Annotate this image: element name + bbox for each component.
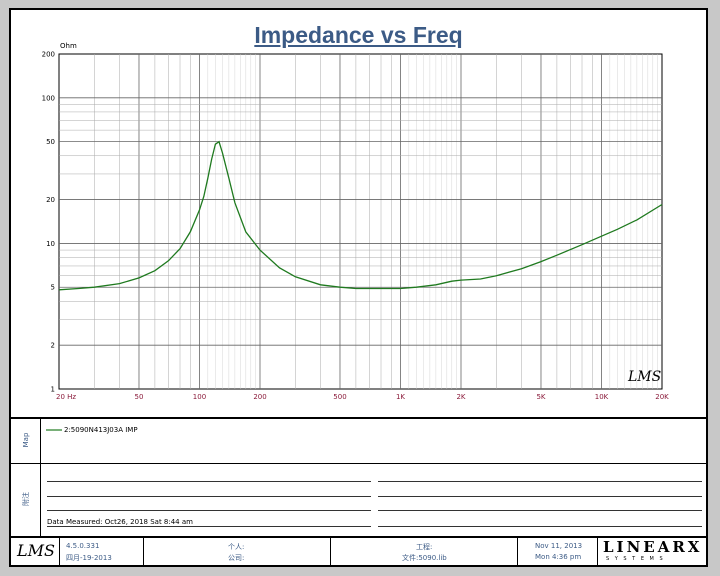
company-label: 公司: bbox=[228, 554, 245, 562]
plot-area bbox=[58, 53, 663, 390]
y-tick-label: 1 bbox=[51, 386, 55, 394]
x-tick-label: 5K bbox=[536, 393, 545, 401]
file-label: 文件:5090.lib bbox=[402, 554, 447, 562]
divider bbox=[517, 538, 518, 565]
note-line bbox=[47, 510, 371, 511]
y-tick-label: 10 bbox=[46, 240, 55, 248]
divider bbox=[40, 419, 41, 464]
x-tick-label: 10K bbox=[595, 393, 609, 401]
footer-time: Mon 4:36 pm bbox=[535, 553, 582, 561]
y-tick-label: 100 bbox=[42, 94, 55, 102]
divider bbox=[11, 463, 708, 464]
note-line bbox=[47, 496, 371, 497]
legend-swatch bbox=[46, 429, 62, 431]
date-measured: Data Measured: Oct26, 2018 Sat 8:44 am bbox=[47, 518, 193, 526]
notes-panel-label: 附注 bbox=[22, 492, 30, 506]
version: 4.5.0.331 bbox=[66, 542, 100, 550]
y-tick-label: 50 bbox=[46, 138, 55, 146]
divider bbox=[330, 538, 331, 565]
x-tick-label: 50 bbox=[135, 393, 144, 401]
y-unit-label: Ohm bbox=[60, 42, 77, 50]
note-line bbox=[378, 510, 702, 511]
version-date: 四月-19-2013 bbox=[66, 554, 112, 562]
x-tick-label: 20 Hz bbox=[56, 393, 76, 401]
note-line bbox=[47, 526, 371, 527]
y-tick-label: 5 bbox=[51, 284, 55, 292]
x-tick-label: 2K bbox=[456, 393, 465, 401]
chart-title: Impedance vs Freq bbox=[254, 22, 463, 48]
divider bbox=[40, 464, 41, 537]
legend-entry: 2:5090N413J03A IMP bbox=[64, 426, 138, 434]
x-tick-label: 1K bbox=[396, 393, 405, 401]
note-line bbox=[378, 526, 702, 527]
footer-date: Nov 11, 2013 bbox=[535, 542, 583, 550]
linearx-logo: LINEARX bbox=[603, 538, 703, 556]
y-tick-label: 2 bbox=[51, 342, 55, 350]
legend-panel-label: Map bbox=[22, 432, 30, 448]
divider bbox=[597, 538, 598, 565]
project-label: 工程: bbox=[416, 543, 433, 551]
lms-watermark: LMS bbox=[627, 369, 661, 385]
x-tick-label: 100 bbox=[193, 393, 206, 401]
note-line bbox=[378, 496, 702, 497]
y-tick-label: 20 bbox=[46, 196, 55, 204]
y-tick-label: 200 bbox=[42, 51, 55, 59]
linearx-sub: S Y S T E M S bbox=[606, 556, 665, 562]
divider bbox=[11, 417, 708, 419]
x-tick-label: 200 bbox=[253, 393, 266, 401]
note-line bbox=[378, 481, 702, 482]
divider bbox=[11, 536, 708, 538]
x-tick-label: 500 bbox=[333, 393, 346, 401]
divider bbox=[59, 538, 60, 565]
lms-logo: LMS bbox=[17, 541, 55, 560]
divider bbox=[143, 538, 144, 565]
impedance-curve bbox=[58, 140, 663, 291]
x-tick-label: 20K bbox=[655, 393, 669, 401]
person-label: 个人: bbox=[228, 543, 245, 551]
note-line bbox=[47, 481, 371, 482]
